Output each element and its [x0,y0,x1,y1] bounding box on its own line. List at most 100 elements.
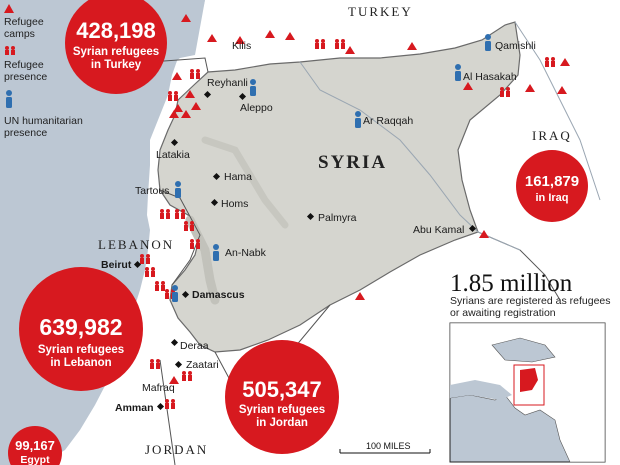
refugee-presence-icon [175,209,185,219]
un-presence-icon [213,244,219,261]
country-label-turkey: TURKEY [348,4,413,19]
legend-un-line2: presence [4,127,47,139]
inset-syria [520,368,538,392]
un-presence-icon [355,111,361,128]
bubble-lebanon-line1: Syrian refugees [38,344,124,356]
place-label-homs: Homs [221,198,248,210]
place-label-reyhanli: Reyhanli [207,77,248,89]
un-presence-icon [250,79,256,96]
camp-icon [479,230,489,238]
camp-icon [207,34,217,42]
city-markers [133,90,477,411]
camp-icon [560,58,570,66]
place-label-al-hasakah: Al Hasakah [463,71,517,83]
bubble-turkey-line1: Syrian refugees [73,46,159,58]
legend: Refugee camps Refugee presence UN humani… [4,4,83,139]
city-dot [170,138,179,147]
city-dot [170,338,179,347]
bubble-turkey-number: 428,198 [76,18,156,43]
camp-icon [185,90,195,98]
total-value: 1.85 million [450,270,573,297]
refugee-presence-icon [184,221,194,231]
place-label-aleppo: Aleppo [240,102,273,114]
inset-black-sea [491,337,556,363]
place-label-latakia: Latakia [156,149,190,161]
city-dot [468,224,477,233]
camp-icon [173,104,183,112]
bubble-iraq-number: 161,879 [525,173,579,190]
bubble-lebanon: 639,982 Syrian refugees in Lebanon [19,267,143,391]
city-dot [203,90,212,99]
place-label-tartous: Tartous [135,185,169,197]
country-label-iraq: IRAQ [532,128,572,143]
place-label-qamishli: Qamishli [495,40,536,52]
refugee-presence-icon [145,267,155,277]
refugee-presence-icon [190,69,200,79]
place-label-deraa: Deraa [180,340,209,352]
place-label-mafraq: Mafraq [142,382,175,394]
camp-icon [181,14,191,22]
refugee-presence-icon [140,254,150,264]
terrain-hint [201,136,289,229]
inset-highlight [513,364,545,406]
inset-med-sea [450,380,512,400]
un-presence-icon [175,181,181,198]
terrain-hint [185,215,220,305]
camp-icon [4,4,14,13]
total-summary: 1.85 million Syrians are registered as r… [450,270,611,319]
city-dot [238,92,247,101]
bubble-egypt-line1: Egypt [20,454,50,465]
place-label-hama: Hama [224,171,252,183]
place-label-amman: Amman [115,402,154,414]
refugee-presence-icon [168,91,178,101]
bubble-iraq: 161,879 in Iraq [516,150,588,222]
refugee-presence-icon [160,209,170,219]
bubble-jordan-line1: Syrian refugees [239,404,325,416]
lebanon-border [159,189,201,286]
bubble-turkey: 428,198 Syrian refugees in Turkey [65,0,167,94]
bubble-jordan-line2: in Jordan [256,417,308,429]
place-label-abu-kamal: Abu Kamal [413,224,464,236]
camp-icon [172,72,182,80]
place-label-palmyra: Palmyra [318,212,357,224]
jordan-south-border [159,359,176,465]
bubble-jordan: 505,347 Syrian refugees in Jordan [225,340,339,454]
refugee-camp-markers [169,14,570,384]
place-label-beirut: Beirut [101,259,132,271]
camp-icon [265,30,275,38]
un-presence-icon [172,285,178,302]
camp-icon [355,292,365,300]
camp-icon [557,86,567,94]
city-dot [210,198,219,207]
scale-label: 100 MILES [366,441,411,451]
camp-icon [525,84,535,92]
scale-bar: 100 MILES [339,441,431,454]
refugee-presence-icon [182,371,192,381]
city-dot [133,260,142,269]
refugee-presence-icon [545,57,555,67]
bubble-jordan-number: 505,347 [242,377,322,402]
camp-icon [191,102,201,110]
inset-land [449,322,606,463]
refugee-presence-icon [5,46,15,55]
bubble-lebanon-line2: in Lebanon [50,357,111,369]
country-label-lebanon: LEBANON [98,237,174,252]
camp-icon [407,42,417,50]
bubble-egypt-number: 99,167 [15,438,55,453]
refugee-presence-icon [155,281,165,291]
camp-icon [169,110,179,118]
camp-icon [169,376,179,384]
camp-icon [235,36,245,44]
legend-un-line1: UN humanitarian [4,115,83,127]
total-line2: or awaiting registration [450,307,556,319]
un-presence-icon [6,90,12,108]
inset-map [449,322,606,463]
legend-camps-line1: Refugee [4,16,44,28]
un-markers [172,34,491,302]
bubble-egypt: 99,167 Egypt [8,426,62,465]
tigris-river [514,21,601,201]
country-label-jordan: JORDAN [145,442,208,457]
un-presence-icon [485,34,491,51]
city-dot [181,290,190,299]
